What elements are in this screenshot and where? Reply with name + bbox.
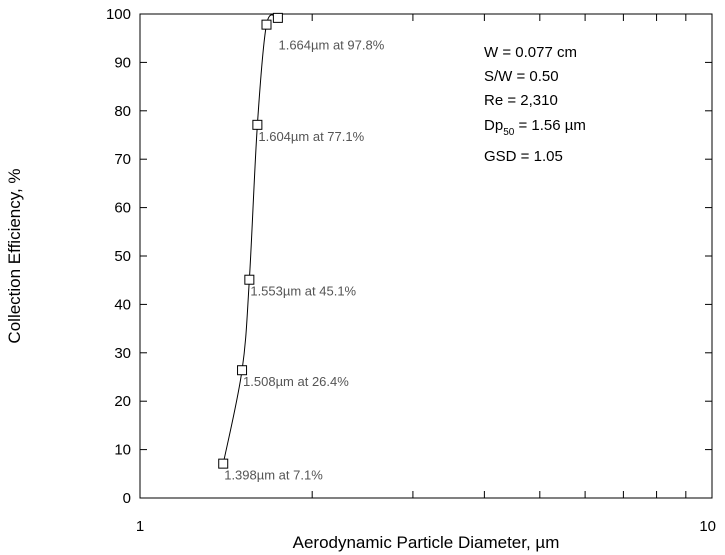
y-tick-label: 60 [114, 200, 131, 217]
y-tick-label: 50 [114, 248, 131, 265]
data-point-marker [218, 458, 229, 469]
point-labels: 1.398µm at 7.1% 1.508µm at 26.4% 1.553µm a… [224, 38, 384, 483]
info-dp50: Dp50 = 1.56 µm [484, 117, 586, 138]
data-point-marker [272, 12, 283, 23]
data-point-marker [261, 19, 272, 30]
data-markers [218, 12, 283, 469]
y-tick-label: 30 [114, 345, 131, 362]
x-axis-title: Aerodynamic Particle Diameter, µm [293, 533, 560, 552]
y-axis-title: Collection Efficiency, % [5, 168, 24, 343]
y-tick-label: 20 [114, 393, 131, 410]
info-sw-ratio: S/W = 0.50 [484, 68, 559, 85]
y-tick-label: 0 [123, 490, 131, 507]
x-tick-label: 1 [136, 518, 144, 535]
info-reynolds: Re = 2,310 [484, 92, 558, 109]
data-point-marker [244, 274, 255, 285]
y-tick-label: 70 [114, 151, 131, 168]
info-gsd: GSD = 1.05 [484, 148, 563, 165]
data-point-marker [252, 119, 263, 130]
x-tick-label: 10 [699, 518, 716, 535]
y-tick-label: 40 [114, 296, 131, 313]
data-point-label: 1.398µm at 7.1% [224, 468, 323, 483]
data-point-label: 1.553µm at 45.1% [250, 284, 356, 299]
y-tick-label: 100 [106, 6, 131, 23]
plot-frame [139, 13, 713, 499]
data-point-label: 1.604µm at 77.1% [258, 129, 364, 144]
data-point-label: 1.508µm at 26.4% [243, 374, 349, 389]
y-tick-label: 80 [114, 103, 131, 120]
info-box: W = 0.077 cm S/W = 0.50 Re = 2,310 Dp50 … [484, 44, 586, 165]
info-width: W = 0.077 cm [484, 44, 577, 61]
data-point-marker [237, 365, 248, 376]
y-tick-label: 90 [114, 54, 131, 71]
y-axis-ticks: 0 10 20 30 40 50 60 70 80 90 100 [106, 6, 712, 507]
y-tick-label: 10 [114, 442, 131, 459]
data-point-label: 1.664µm at 97.8% [278, 38, 384, 53]
fit-curve [222, 14, 279, 464]
x-axis-ticks: 1 10 [136, 14, 716, 535]
